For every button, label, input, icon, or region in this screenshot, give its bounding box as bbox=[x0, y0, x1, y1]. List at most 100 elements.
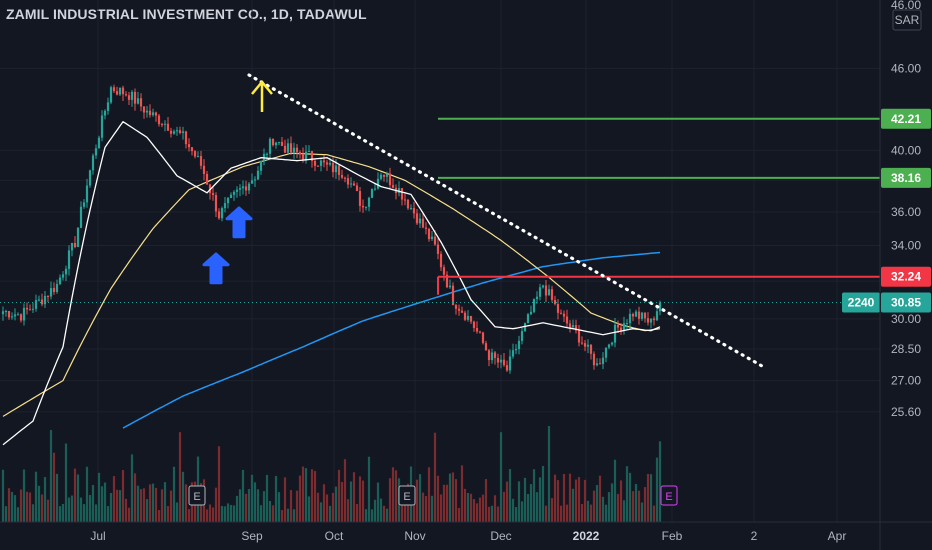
volume-bar bbox=[124, 498, 128, 522]
earnings-event-icon[interactable]: E bbox=[398, 485, 416, 506]
candle-body bbox=[520, 331, 524, 341]
candle-body bbox=[499, 359, 503, 363]
currency-badge[interactable] bbox=[892, 9, 922, 31]
candle-body bbox=[103, 110, 107, 116]
candle-body bbox=[328, 162, 332, 165]
volume-bar bbox=[103, 482, 107, 522]
volume-bar bbox=[580, 503, 584, 522]
candle-body bbox=[217, 211, 221, 219]
volume-bar bbox=[619, 480, 623, 522]
candle-body bbox=[547, 289, 551, 296]
candle-body bbox=[211, 193, 215, 195]
earnings-event-label: E bbox=[193, 491, 200, 503]
candle-body bbox=[481, 332, 485, 344]
candle-body bbox=[136, 98, 140, 104]
candle-body bbox=[466, 315, 470, 320]
candle-body bbox=[184, 131, 188, 145]
arrow-up-icon bbox=[202, 252, 230, 285]
volume-bar bbox=[55, 473, 59, 522]
candle-body bbox=[346, 178, 350, 185]
volume-bar bbox=[586, 500, 590, 522]
volume-bar bbox=[331, 492, 335, 522]
currency-label: SAR bbox=[895, 13, 920, 27]
volume-bar bbox=[58, 506, 62, 522]
candle-body bbox=[214, 194, 218, 212]
candle-body bbox=[235, 189, 239, 192]
volume-bar bbox=[229, 504, 233, 522]
earnings-event-box bbox=[660, 485, 678, 506]
y-tick-label: 25.60 bbox=[891, 405, 921, 419]
candle-body bbox=[169, 130, 173, 134]
volume-bar bbox=[628, 472, 632, 522]
volume-value-badge bbox=[842, 292, 880, 313]
candle-body bbox=[502, 359, 506, 366]
volume-bar bbox=[451, 472, 455, 522]
candle-body bbox=[646, 318, 650, 323]
candle-body bbox=[619, 327, 623, 331]
candle-body bbox=[268, 138, 272, 154]
volume-value-text: 2240 bbox=[848, 296, 875, 310]
volume-bar bbox=[151, 483, 155, 522]
volume-bar bbox=[301, 466, 305, 522]
volume-bar bbox=[121, 470, 125, 522]
candle-body bbox=[70, 242, 74, 251]
volume-bar bbox=[358, 476, 362, 522]
trendline[interactable] bbox=[247, 73, 764, 368]
candle-body bbox=[421, 218, 425, 228]
candle-body bbox=[286, 143, 290, 153]
candle-body bbox=[76, 227, 80, 248]
volume-bar bbox=[91, 484, 95, 522]
volume-bar bbox=[217, 446, 221, 522]
candle-body bbox=[541, 285, 545, 288]
y-tick-label: 46.00 bbox=[891, 61, 921, 75]
candle-body bbox=[562, 313, 566, 317]
candle-body bbox=[121, 87, 125, 95]
volume-bar bbox=[601, 496, 605, 522]
volume-bar bbox=[514, 507, 518, 522]
volume-bar bbox=[253, 482, 257, 522]
candle-body bbox=[475, 328, 479, 332]
volume-bar bbox=[145, 499, 149, 522]
candle-body bbox=[568, 323, 572, 328]
volume-bar bbox=[430, 495, 434, 522]
candle-body bbox=[259, 160, 263, 171]
volume-bar bbox=[337, 469, 341, 522]
earnings-event-icon[interactable]: E bbox=[188, 485, 206, 506]
candle-body bbox=[115, 91, 119, 95]
candle-body bbox=[616, 324, 620, 328]
candle-body bbox=[658, 302, 662, 312]
candle-body bbox=[139, 98, 143, 107]
volume-bar bbox=[19, 489, 23, 522]
volume-bar bbox=[652, 505, 656, 522]
candle-body bbox=[361, 205, 365, 208]
volume-bar bbox=[232, 505, 236, 522]
volume-bar bbox=[319, 502, 323, 522]
candle-body bbox=[565, 316, 569, 324]
volume-bar bbox=[622, 500, 626, 522]
volume-bar bbox=[610, 483, 614, 522]
volume-bar bbox=[16, 507, 20, 522]
candle-body bbox=[49, 288, 53, 297]
earnings-event-icon[interactable]: E bbox=[660, 485, 678, 506]
candle-body bbox=[166, 123, 170, 131]
volume-bar bbox=[385, 508, 389, 522]
volume-bar bbox=[520, 501, 524, 522]
candle-body bbox=[544, 285, 548, 296]
candle-body bbox=[382, 174, 386, 177]
volume-bar bbox=[25, 491, 29, 522]
candle-body bbox=[295, 147, 299, 153]
volume-bar bbox=[154, 487, 158, 522]
candle-body bbox=[598, 363, 602, 365]
candle-body bbox=[655, 311, 659, 321]
candle-body bbox=[55, 283, 59, 292]
volume-bar bbox=[256, 489, 260, 522]
candle-body bbox=[652, 318, 656, 321]
candle-body bbox=[592, 353, 596, 366]
volume-bar bbox=[589, 504, 593, 522]
volume-bar bbox=[112, 476, 116, 522]
volume-bar bbox=[49, 430, 53, 522]
volume-bar bbox=[238, 489, 242, 522]
candle-body bbox=[88, 170, 92, 186]
